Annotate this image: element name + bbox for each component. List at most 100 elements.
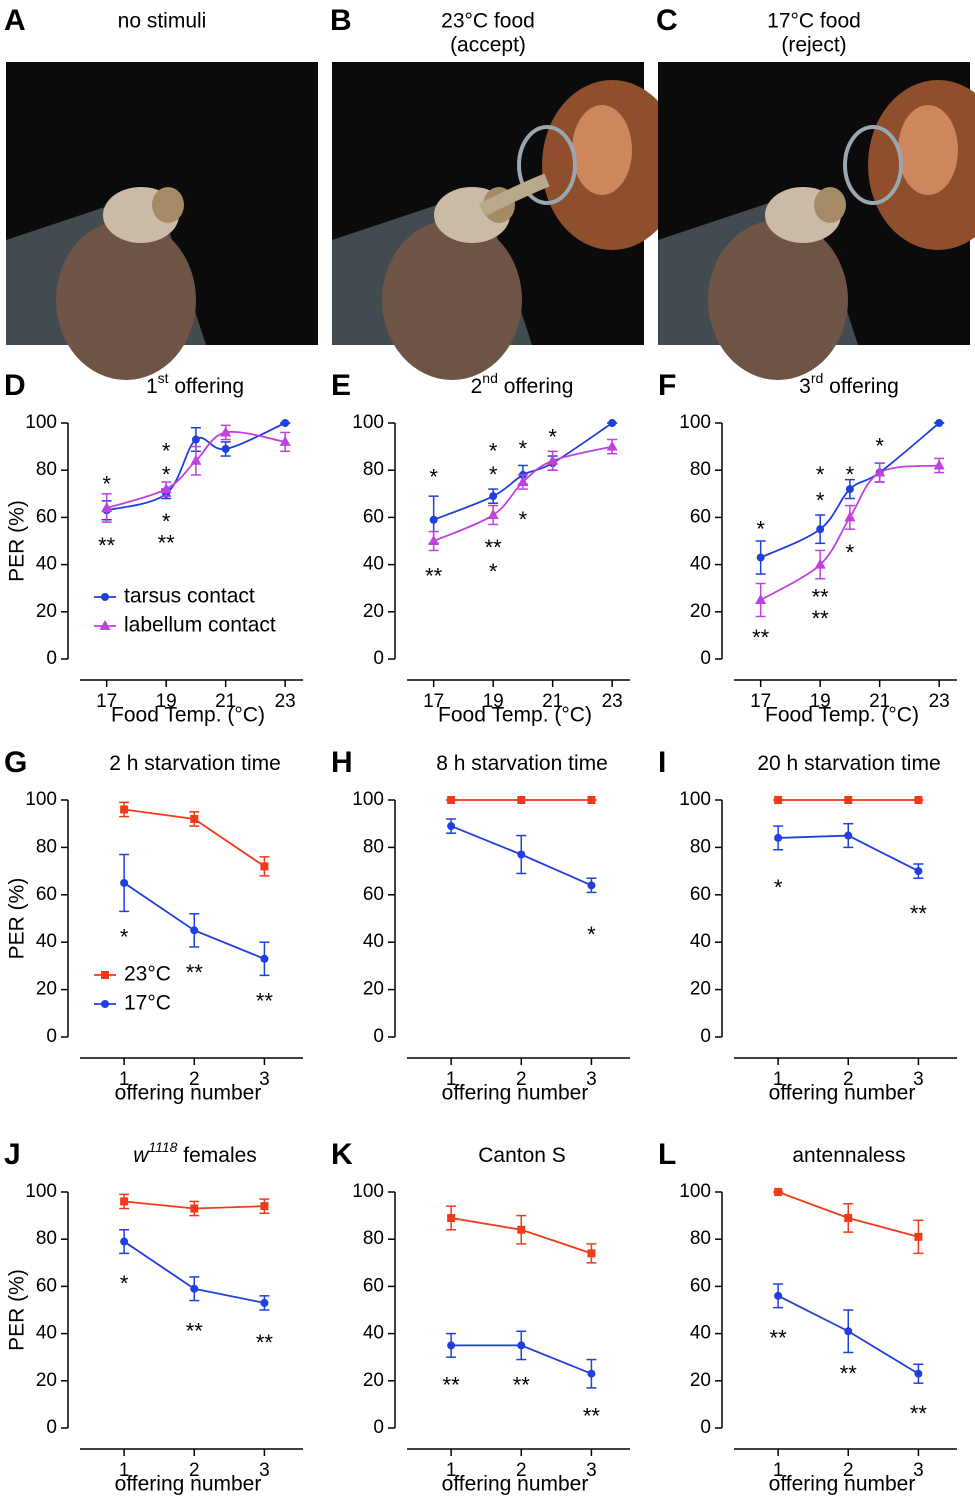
significance-mark: **	[513, 1373, 531, 1398]
significance-mark: **	[98, 533, 116, 558]
title-part: 20 h starvation time	[757, 752, 940, 775]
y-tick-label: 100	[25, 412, 57, 433]
marker	[774, 1188, 783, 1196]
x-tick-label: 1	[446, 1460, 457, 1481]
significance-mark: *	[756, 516, 765, 541]
y-tick-label: 100	[25, 1181, 57, 1202]
marker	[447, 822, 456, 831]
x-tick-label: 2	[516, 1069, 527, 1090]
y-axis-label: PER (%)	[6, 500, 29, 582]
x-tick-label: 3	[913, 1460, 924, 1481]
title-part: 2	[471, 375, 483, 398]
significance-mark: *	[120, 1271, 129, 1296]
significance-mark: **	[443, 1373, 461, 1398]
significance-mark: **	[256, 1330, 274, 1355]
photo	[332, 62, 682, 380]
significance-mark: **	[812, 585, 830, 610]
fly-body	[382, 220, 522, 380]
y-tick-label: 0	[46, 1417, 57, 1438]
significance-mark: *	[519, 507, 528, 532]
marker	[774, 796, 783, 804]
significance-mark: **	[485, 535, 503, 560]
y-tick-label: 40	[690, 1323, 711, 1344]
title-part: 1118	[148, 1139, 177, 1155]
marker	[279, 435, 291, 446]
marker	[190, 1204, 199, 1213]
y-tick-label: 80	[363, 1228, 384, 1249]
marker	[191, 435, 200, 444]
marker	[190, 926, 199, 935]
marker	[447, 1213, 456, 1222]
significance-mark: *	[875, 434, 884, 459]
marker	[933, 459, 945, 470]
y-tick-label: 40	[363, 554, 384, 575]
marker	[447, 796, 456, 804]
y-tick-label: 40	[363, 1323, 384, 1344]
title-part: antennaless	[792, 1144, 905, 1167]
marker	[101, 1000, 109, 1008]
significance-mark: **	[158, 530, 176, 555]
x-tick-label: 21	[542, 691, 563, 712]
marker	[517, 1341, 526, 1350]
marker	[914, 1369, 923, 1378]
significance-mark: *	[489, 559, 498, 584]
marker	[914, 867, 923, 876]
chart-panel: D 1st offering 0 20 40 60 80 100 17 19 21 23 Food Te…	[4, 369, 303, 727]
significance-mark: **	[840, 1361, 858, 1386]
y-tick-label: 20	[690, 979, 711, 1000]
y-tick-label: 40	[36, 1323, 57, 1344]
x-tick-label: 17	[96, 691, 117, 712]
y-tick-label: 60	[363, 506, 384, 527]
y-tick-label: 20	[690, 601, 711, 622]
x-tick-label: 1	[446, 1069, 457, 1090]
marker	[914, 796, 923, 804]
x-axis-label: offering number	[115, 1473, 262, 1496]
photo-title: (reject)	[781, 34, 846, 57]
panel-letter: A	[4, 4, 26, 37]
y-tick-label: 20	[363, 601, 384, 622]
title-part: offering	[169, 375, 245, 398]
legend-label: 17°C	[124, 992, 171, 1015]
y-tick-label: 20	[690, 1370, 711, 1391]
marker	[844, 511, 856, 522]
significance-mark: *	[587, 922, 596, 947]
significance-mark: *	[489, 438, 498, 463]
photo-title: (accept)	[450, 34, 526, 57]
chart-panel: F 3rd offering 0 20 40 60 80 100 17 19 21 23 Food Te…	[658, 369, 957, 727]
significance-mark: *	[102, 471, 111, 496]
y-axis-label: PER (%)	[6, 878, 29, 960]
significance-mark: *	[489, 462, 498, 487]
title-part: rd	[811, 370, 823, 386]
significance-mark: *	[162, 438, 171, 463]
x-axis-label: offering number	[115, 1082, 262, 1105]
photo-title: no stimuli	[118, 10, 207, 33]
y-tick-label: 60	[36, 1275, 57, 1296]
y-tick-label: 40	[690, 554, 711, 575]
significance-mark: *	[429, 464, 438, 489]
marker	[517, 850, 526, 859]
x-tick-label: 2	[189, 1460, 200, 1481]
chart-title: antennaless	[792, 1144, 905, 1167]
x-axis-label: offering number	[442, 1082, 589, 1105]
proboscis	[478, 173, 550, 217]
significance-mark: *	[120, 925, 129, 950]
marker	[447, 1341, 456, 1350]
panel-letter: I	[658, 746, 666, 779]
title-part: nd	[482, 370, 498, 386]
legend-label: labellum contact	[124, 614, 276, 637]
y-tick-label: 40	[36, 554, 57, 575]
y-tick-label: 60	[690, 506, 711, 527]
significance-mark: *	[816, 488, 825, 513]
marker	[774, 1291, 783, 1300]
panel-letter: B	[330, 4, 352, 37]
marker	[101, 593, 109, 601]
y-tick-label: 100	[352, 789, 384, 810]
y-tick-label: 60	[36, 506, 57, 527]
marker	[755, 594, 767, 604]
y-tick-label: 80	[36, 459, 57, 480]
y-tick-label: 0	[373, 1026, 384, 1047]
marker	[220, 426, 232, 437]
marker	[587, 1369, 596, 1378]
fly-body	[708, 220, 848, 380]
